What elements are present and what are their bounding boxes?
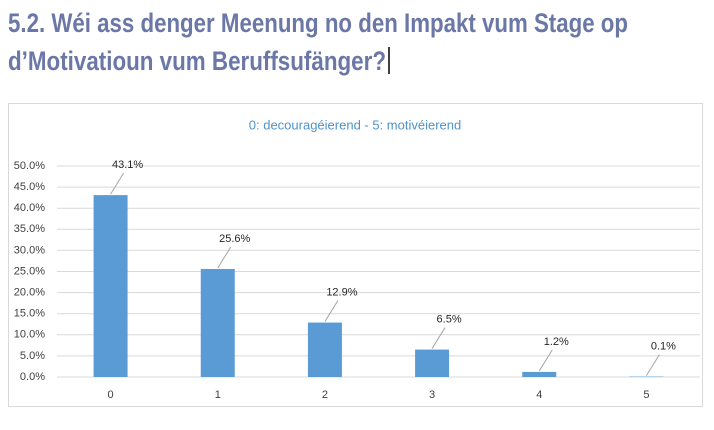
y-tick-label: 30.0% bbox=[14, 244, 45, 256]
y-tick-label: 0.0% bbox=[20, 371, 45, 383]
y-tick-label: 15.0% bbox=[14, 308, 45, 320]
bar bbox=[94, 195, 128, 377]
x-tick-label: 1 bbox=[215, 389, 221, 401]
y-tick-label: 35.0% bbox=[14, 223, 45, 235]
y-tick-label: 40.0% bbox=[14, 202, 45, 214]
x-tick-label: 4 bbox=[536, 389, 542, 401]
y-tick-label: 25.0% bbox=[14, 265, 45, 277]
value-label: 1.2% bbox=[544, 336, 569, 348]
y-tick-label: 20.0% bbox=[14, 287, 45, 299]
x-tick-label: 2 bbox=[322, 389, 328, 401]
y-tick-label: 5.0% bbox=[20, 350, 45, 362]
bar bbox=[522, 372, 556, 377]
value-label: 25.6% bbox=[219, 233, 250, 245]
bar bbox=[308, 323, 342, 377]
value-label: 43.1% bbox=[112, 159, 143, 171]
heading-line: d’Motivatioun vum Beruffsufänger? bbox=[8, 46, 386, 76]
y-tick-label: 50.0% bbox=[14, 160, 45, 172]
value-label: 12.9% bbox=[326, 286, 357, 298]
x-tick-label: 3 bbox=[429, 389, 435, 401]
y-tick-label: 45.0% bbox=[14, 181, 45, 193]
heading-line: 5.2. Wéi ass denger Meenung no den Impak… bbox=[8, 8, 628, 38]
x-tick-label: 5 bbox=[643, 389, 649, 401]
value-label: 0.1% bbox=[651, 340, 676, 352]
y-tick-label: 10.0% bbox=[14, 329, 45, 341]
bar bbox=[201, 269, 235, 377]
chart-title: 0: decouragéierend - 5: motivéierend bbox=[249, 117, 461, 132]
bar bbox=[415, 350, 449, 377]
value-label: 6.5% bbox=[437, 313, 462, 325]
x-tick-label: 0 bbox=[108, 389, 114, 401]
